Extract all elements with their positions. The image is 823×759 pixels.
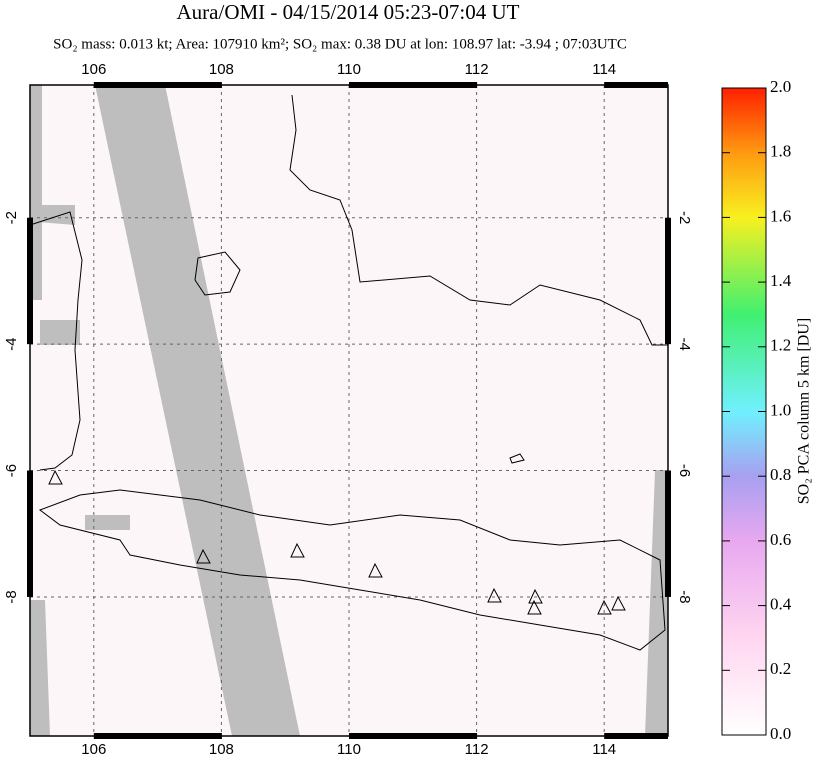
coastline xyxy=(38,489,666,651)
frame-bar xyxy=(27,470,33,597)
colorbar-tick-label: 0.4 xyxy=(770,595,792,614)
x-tick-label: 114 xyxy=(592,61,616,78)
no-data-area xyxy=(85,515,130,530)
x-tick-label: 106 xyxy=(81,61,106,78)
no-data-area xyxy=(38,205,75,225)
x-tick-label: 106 xyxy=(81,741,106,758)
coastline xyxy=(509,453,525,464)
y-tick-label: -6 xyxy=(3,464,20,477)
x-tick-label: 112 xyxy=(465,741,489,758)
frame-bar xyxy=(349,82,477,88)
colorbar-tick-label: 0.6 xyxy=(770,530,791,549)
chart-subtitle: SO₂ mass: 0.013 kt; Area: 107910 km²; SO… xyxy=(53,36,627,52)
x-tick-label: 110 xyxy=(337,61,361,78)
colorbar-tick-label: 1.0 xyxy=(770,400,791,419)
frame-bar xyxy=(604,82,668,88)
colorbar-tick-label: 2.0 xyxy=(770,77,791,96)
chart-title: Aura/OMI - 04/15/2014 05:23-07:04 UT xyxy=(177,0,520,24)
colorbar-tick-label: 1.4 xyxy=(770,271,792,290)
frame-bar xyxy=(604,733,668,739)
coastline xyxy=(29,211,83,471)
volcano xyxy=(48,469,63,485)
x-tick-label: 110 xyxy=(337,741,361,758)
colorbar-label: SO₂ PCA column 5 km [DU] xyxy=(796,318,813,504)
volcano xyxy=(597,599,612,615)
coastline xyxy=(194,251,241,296)
volcano xyxy=(487,587,502,603)
y-tick-label: -4 xyxy=(676,337,693,350)
colorbar-tick-label: 1.8 xyxy=(770,142,791,161)
y-tick-label: -8 xyxy=(676,590,693,603)
x-tick-label: 114 xyxy=(592,741,616,758)
volcano xyxy=(196,548,211,564)
frame-bar xyxy=(93,733,222,739)
no-data-area xyxy=(645,470,668,736)
frame-bar xyxy=(665,217,671,345)
frame-bar xyxy=(93,82,222,88)
colorbar-tick-label: 1.6 xyxy=(770,206,791,225)
frame-bar xyxy=(27,217,33,345)
no-data-swath xyxy=(95,85,300,736)
volcanoes xyxy=(48,469,626,615)
x-tick-label: 112 xyxy=(465,61,489,78)
volcano xyxy=(527,599,542,615)
y-tick-label: -4 xyxy=(3,337,20,350)
coastline xyxy=(289,94,668,346)
volcano xyxy=(368,562,383,578)
y-tick-label: -8 xyxy=(3,590,20,603)
no-data-area xyxy=(30,600,50,736)
frame-bar xyxy=(665,470,671,597)
colorbar-tick-label: 0.2 xyxy=(770,659,791,678)
y-tick-label: -2 xyxy=(3,211,20,224)
y-tick-label: -6 xyxy=(676,464,693,477)
x-tick-label: 108 xyxy=(209,61,234,78)
x-tick-label: 108 xyxy=(209,741,234,758)
volcano xyxy=(290,542,305,558)
colorbar-tick-label: 0.0 xyxy=(770,724,791,743)
volcano xyxy=(611,595,626,611)
colorbar-tick-label: 1.2 xyxy=(770,336,791,355)
no-data-area xyxy=(40,320,80,345)
frame-bar xyxy=(349,733,477,739)
y-tick-label: -2 xyxy=(676,211,693,224)
colorbar-tick-label: 0.8 xyxy=(770,465,791,484)
